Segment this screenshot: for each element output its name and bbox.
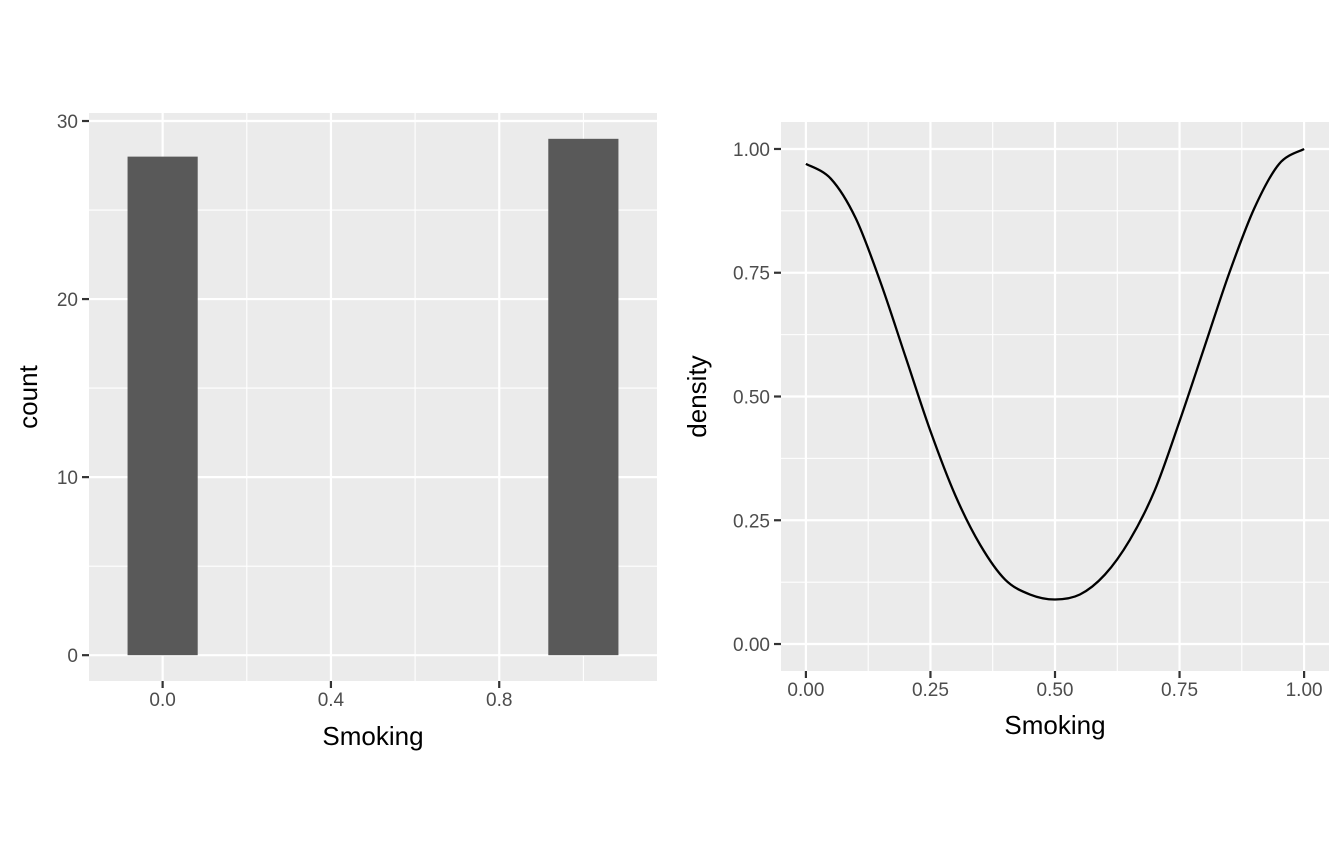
density-chart: 0.00 0.25 0.50 0.75 1.00 0.00 0.25 0.50 0.75 1.00… [682,122,1329,740]
dens-x-tick-label-4: 1.00 [1286,680,1323,701]
histogram-y-axis-title: count [13,364,43,428]
density-y-axis-title: density [682,355,712,437]
dens-y-tick-label-3: 0.75 [733,264,770,285]
hist-y-tick-label-0: 0 [67,646,78,667]
hist-y-tick-label-2: 20 [57,290,78,311]
density-grid [781,122,1329,671]
density-line [805,147,1305,601]
dens-x-tick-label-3: 0.75 [1161,680,1198,701]
histogram-bar-0 [127,156,198,656]
hist-y-tick-label-1: 10 [57,468,78,489]
dens-x-tick-label-2: 0.50 [1037,680,1074,701]
histogram-bars [127,138,619,656]
hist-x-tick-label-2: 0.8 [486,690,512,711]
dens-x-tick-label-0: 0.00 [787,680,824,701]
density-x-axis-title: Smoking [1004,710,1105,740]
dens-y-tick-label-4: 1.00 [733,140,770,161]
dens-y-tick-label-0: 0.00 [733,635,770,656]
histogram-axes: 0.0 0.4 0.8 0 10 20 30 [57,112,513,711]
hist-x-tick-label-1: 0.4 [318,690,345,711]
dens-y-tick-label-1: 0.25 [733,511,770,532]
histogram-chart: 0.0 0.4 0.8 0 10 20 30 Smoking count [13,112,657,751]
dens-x-tick-label-1: 0.25 [912,680,949,701]
hist-y-tick-label-3: 30 [57,112,78,133]
histogram-x-axis-title: Smoking [322,721,423,751]
hist-x-tick-label-0: 0.0 [149,690,175,711]
density-axes: 0.00 0.25 0.50 0.75 1.00 0.00 0.25 0.50 0.75 1.00 [733,140,1323,701]
histogram-bar-1 [548,138,619,656]
dens-y-tick-label-2: 0.50 [733,388,770,409]
